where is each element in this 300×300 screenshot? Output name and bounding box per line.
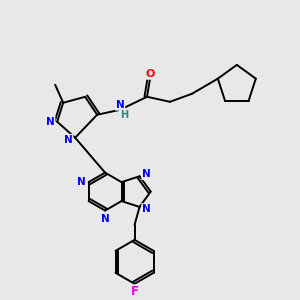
Text: N: N bbox=[116, 100, 124, 110]
Text: O: O bbox=[145, 69, 155, 79]
Text: N: N bbox=[142, 204, 151, 214]
Text: N: N bbox=[101, 214, 110, 224]
Text: N: N bbox=[77, 177, 86, 187]
Text: H: H bbox=[120, 110, 128, 120]
Text: F: F bbox=[130, 285, 139, 298]
Text: N: N bbox=[142, 169, 151, 179]
Text: N: N bbox=[46, 117, 55, 127]
Text: N: N bbox=[64, 135, 73, 145]
